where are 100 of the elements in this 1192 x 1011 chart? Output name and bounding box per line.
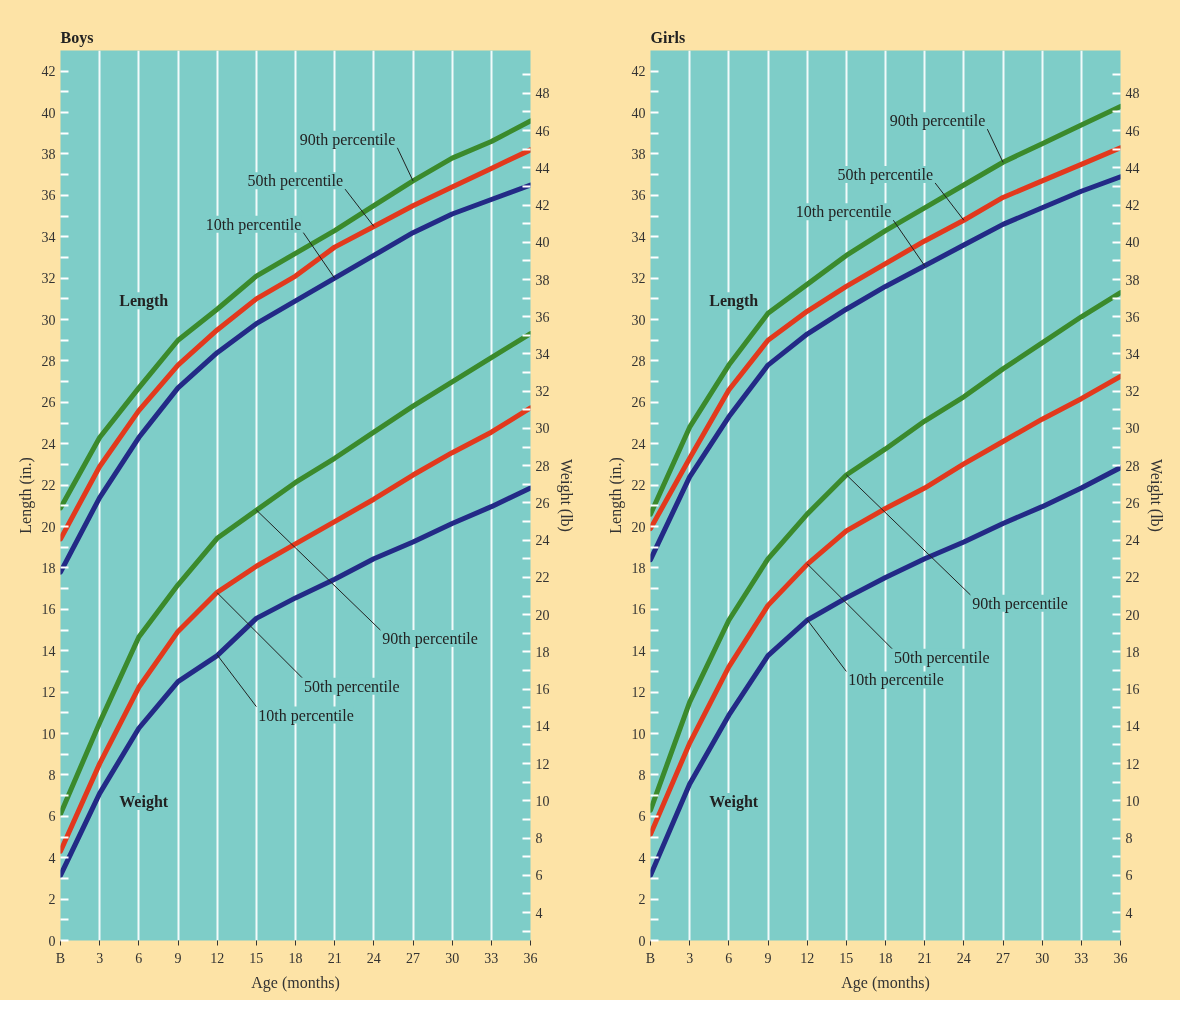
y2-tick-label: 6 [535,868,543,884]
y-axis-title: Length (in.) [606,457,625,534]
annotation: 10th percentile [795,203,892,222]
x-tick-label: 9 [764,950,772,966]
y-tick-label: 2 [638,892,646,908]
x-tick-label: 30 [1035,950,1050,966]
y-tick-label: 30 [41,312,56,328]
x-tick-label: 15 [839,950,854,966]
y-tick-label: 28 [631,353,646,369]
y-tick-label: 40 [41,105,56,121]
y-tick-label: 34 [41,229,56,245]
y2-tick-label: 32 [1125,384,1140,400]
y-tick-label: 6 [48,809,56,825]
annotation: 50th percentile [304,677,400,696]
y2-tick-label: 44 [535,160,550,176]
x-tick-label: B [55,950,66,966]
annotation: 90th percentile [382,630,478,649]
y-tick-label: 28 [41,353,56,369]
y2-tick-label: 26 [535,495,550,511]
y-tick-label: 12 [41,685,56,701]
annotation: 90th percentile [299,130,396,149]
y2-tick-label: 34 [1125,346,1140,362]
annotation: 90th percentile [889,112,986,131]
y-tick-label: 6 [638,809,646,825]
annotation: 10th percentile [205,215,302,234]
y2-tick-label: 16 [535,682,550,698]
x-tick-label: 3 [686,950,694,966]
y2-tick-label: 48 [1125,86,1140,102]
y2-axis-title: Weight (lb) [1146,459,1165,532]
x-tick-label: 24 [366,950,381,966]
y2-tick-label: 10 [1125,793,1140,809]
x-tick-label: 27 [406,950,420,966]
annotation: 10th percentile [258,706,354,725]
y2-tick-label: 36 [1125,309,1140,325]
annotation: 50th percentile [894,648,990,667]
annotation: Length [119,292,169,311]
y2-tick-label: 40 [1125,235,1140,251]
y-tick-label: 8 [48,767,56,783]
y-tick-label: 22 [631,478,646,494]
y-tick-label: 42 [631,64,646,80]
x-tick-label: 33 [484,950,499,966]
x-tick-label: 18 [288,950,303,966]
y2-tick-label: 30 [535,421,550,437]
y-tick-label: 24 [631,436,646,452]
y2-tick-label: 40 [535,235,550,251]
annotation: Weight [119,793,169,812]
y2-tick-label: 18 [535,644,550,660]
y2-tick-label: 24 [535,533,550,549]
y-tick-label: 16 [631,602,646,618]
x-tick-label: 33 [1074,950,1089,966]
y2-tick-label: 20 [1125,607,1140,623]
y2-tick-label: 46 [535,123,550,139]
y2-tick-label: 8 [535,831,543,847]
y-tick-label: 26 [41,395,56,411]
x-tick-label: 12 [800,950,815,966]
y2-tick-label: 46 [1125,123,1140,139]
y2-tick-label: 4 [1125,905,1133,921]
x-tick-label: 21 [917,950,932,966]
y-tick-label: 22 [41,478,56,494]
y2-tick-label: 28 [1125,458,1140,474]
y2-tick-label: 32 [535,384,550,400]
x-tick-label: 36 [1113,950,1128,966]
y-tick-label: 24 [41,436,56,452]
x-axis-title: Age (months) [841,973,930,992]
y2-tick-label: 26 [1125,495,1140,511]
x-tick-label: 30 [445,950,460,966]
y-tick-label: 42 [41,64,56,80]
x-tick-label: 6 [725,950,733,966]
x-tick-label: 15 [249,950,264,966]
y2-tick-label: 48 [535,86,550,102]
annotation: 50th percentile [837,165,934,184]
x-tick-label: 21 [327,950,342,966]
y2-tick-label: 10 [535,793,550,809]
y-tick-label: 0 [638,933,646,949]
y-tick-label: 18 [631,560,646,576]
y2-tick-label: 44 [1125,160,1140,176]
x-tick-label: 36 [523,950,538,966]
y2-tick-label: 20 [535,607,550,623]
x-tick-label: 18 [878,950,893,966]
y-tick-label: 32 [631,271,646,287]
y-tick-label: 12 [631,685,646,701]
y2-tick-label: 12 [1125,756,1140,772]
y-tick-label: 38 [631,146,646,162]
y2-tick-label: 22 [535,570,550,586]
annotation: 10th percentile [848,671,944,690]
y2-tick-label: 6 [1125,868,1133,884]
y-tick-label: 10 [631,726,646,742]
y-tick-label: 32 [41,271,56,287]
y2-tick-label: 42 [535,198,550,214]
y-axis-title: Length (in.) [16,457,35,534]
y-tick-label: 30 [631,312,646,328]
y2-tick-label: 14 [1125,719,1140,735]
y2-tick-label: 24 [1125,533,1140,549]
y-tick-label: 34 [631,229,646,245]
y-tick-label: 2 [48,892,56,908]
y-tick-label: 10 [41,726,56,742]
y2-tick-label: 22 [1125,570,1140,586]
y-tick-label: 16 [41,602,56,618]
y2-tick-label: 30 [1125,421,1140,437]
x-tick-label: B [645,950,656,966]
